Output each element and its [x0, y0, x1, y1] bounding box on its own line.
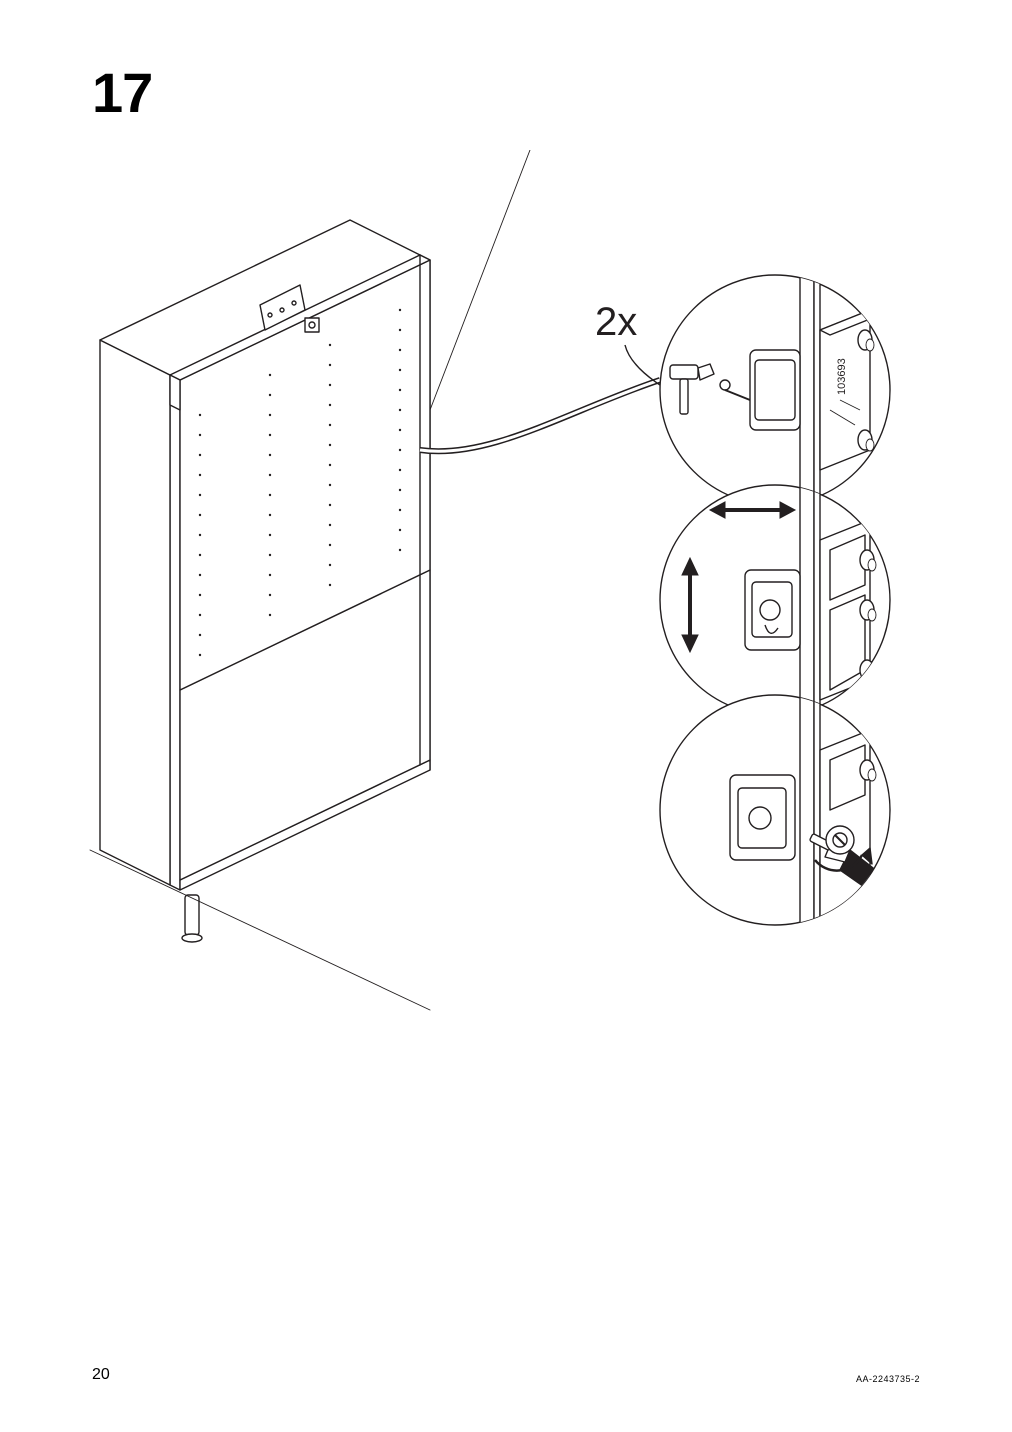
- assembly-illustration: 2x: [70, 150, 940, 1030]
- quantity-label: 2x: [595, 300, 637, 344]
- part-number: 103693: [836, 358, 848, 395]
- document-id: AA-2243735-2: [856, 1374, 920, 1384]
- page-number: 20: [92, 1366, 110, 1384]
- cabinet-isometric: [90, 150, 530, 1010]
- assembly-instruction-page: 17: [0, 0, 1012, 1432]
- step-number: 17: [92, 60, 152, 125]
